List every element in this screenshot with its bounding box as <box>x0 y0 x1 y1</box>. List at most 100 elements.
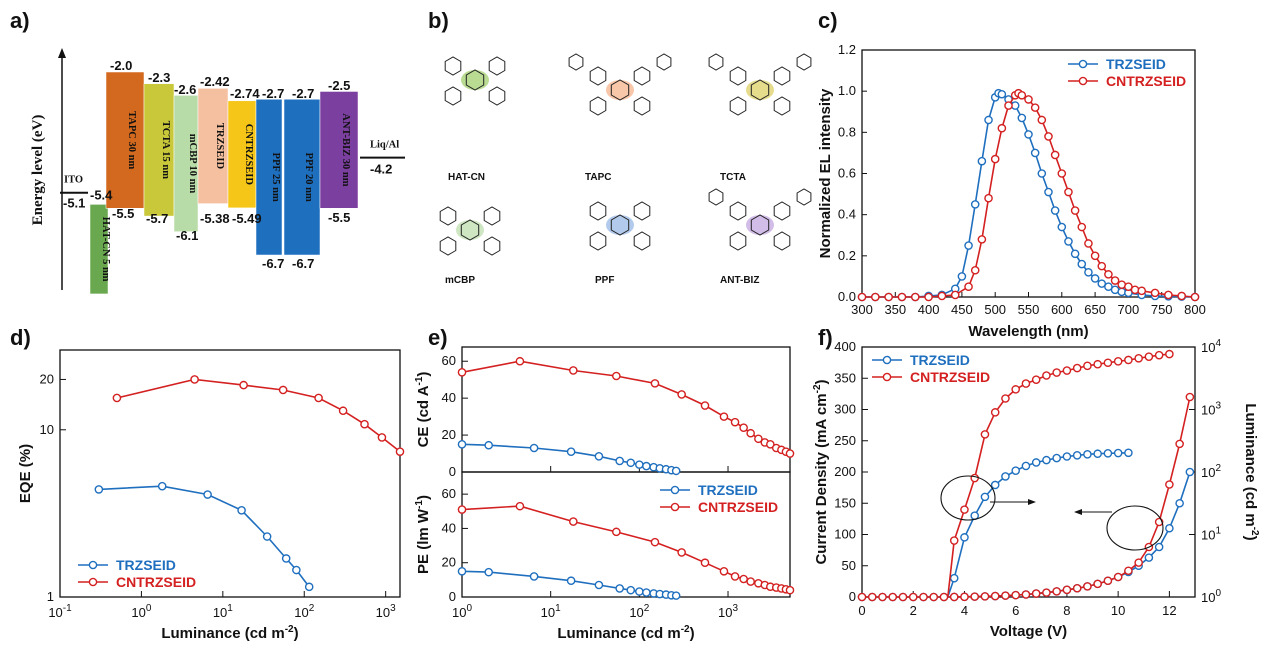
current-series-cntrzseid-point <box>1021 590 1031 599</box>
y-tick-label-top: 0 <box>449 464 456 479</box>
current-series-cntrzseid-point <box>919 592 928 602</box>
lum-series-trzseid-point <box>1072 451 1082 460</box>
energy-layer-bar <box>89 204 109 295</box>
chart-jvl: 0 2 4 6 8 10 12 0 50 100 150 200 250 300 350 400 100 101 1… <box>812 338 1260 640</box>
molecule-name: PPF <box>595 275 614 286</box>
ring <box>483 206 501 226</box>
ring <box>610 214 630 236</box>
ring <box>773 66 791 86</box>
plot-frame-top <box>461 346 791 473</box>
homo-value: -5.5 <box>328 210 350 225</box>
pe-series-cntrzseid-point <box>730 572 740 581</box>
pe-series-cntrzseid-point <box>650 537 660 547</box>
molecule-structure-icon <box>444 56 506 106</box>
series-trzseid-point <box>1070 249 1080 259</box>
legend-label: CNTRZSEID <box>910 369 990 385</box>
lum-series-cntrzseid-point <box>1124 355 1133 365</box>
pe-series-cntrzseid-point <box>746 577 755 586</box>
lum-series-cntrzseid-point <box>1011 385 1020 394</box>
series-cntrzseid-point <box>360 419 369 429</box>
x-tick-label: 2 <box>910 603 917 618</box>
y-axis-title: Normalized EL intensity <box>817 88 834 258</box>
series-cntrzseid-point <box>977 235 987 244</box>
ring <box>796 188 812 206</box>
current-series-cntrzseid-point <box>867 592 877 602</box>
series-cntrzseid-point <box>990 154 1000 164</box>
energy-layer-label: HAT-CN 5 nm <box>100 217 111 282</box>
current-series-cntrzseid-point <box>1001 591 1010 600</box>
molecule-structure-icon <box>568 53 672 116</box>
series-trzseid-point <box>1057 222 1067 232</box>
panel-label-a: a) <box>10 8 30 33</box>
y-tick-label-bottom: 20 <box>442 555 456 570</box>
pe-series-cntrzseid-point <box>700 558 710 568</box>
series-cntrzseid-point <box>924 292 933 302</box>
ce-series-trzseid-point <box>457 440 467 449</box>
lum-series-cntrzseid-point <box>990 408 1000 417</box>
series-trzseid-point <box>964 241 973 250</box>
y2-tick-label: 100 <box>1201 588 1221 605</box>
lum-series-cntrzseid-point <box>1031 375 1041 384</box>
current-series-cntrzseid-point <box>898 592 908 602</box>
series-trzseid-point <box>977 156 987 166</box>
pe-series-trzseid-point <box>671 591 681 600</box>
ring <box>568 53 584 71</box>
ce-series-cntrzseid-point <box>569 366 578 375</box>
lum-series-cntrzseid-point <box>1052 368 1061 377</box>
ce-series-cntrzseid-point <box>677 390 686 399</box>
chart-el-spectra: 300 350 400 450 500 550 600 650 700 750 800 0.0 0.2 0… <box>817 42 1206 340</box>
pe-series-cntrzseid-point <box>677 548 686 557</box>
legend-label: TRZSEID <box>910 352 970 368</box>
series-cntrzseid-point <box>239 380 248 390</box>
ring <box>796 53 812 71</box>
ce-series-cntrzseid-point <box>457 368 467 377</box>
series-cntrzseid-point <box>1124 282 1133 292</box>
energy-layer-bar <box>143 83 175 217</box>
lum-series-trzseid-point <box>1011 466 1020 475</box>
y-tick-label: 350 <box>834 370 856 385</box>
current-series-cntrzseid-point <box>1031 589 1041 598</box>
x-tick-label: 600 <box>1051 302 1073 317</box>
pe-series-cntrzseid-point <box>719 566 729 576</box>
series-trzseid-point <box>970 200 980 209</box>
lum-series-cntrzseid-point <box>1113 357 1123 366</box>
homo-value: -6.7 <box>292 256 314 271</box>
y-axis-title: Current Density (mA cm-2) <box>812 379 830 564</box>
series-trzseid-point <box>157 481 167 491</box>
energy-layer-bar <box>227 100 257 209</box>
series-cntrzseid-point <box>190 375 199 384</box>
lum-series-trzseid-point <box>1052 453 1061 463</box>
lum-series-cntrzseid-point <box>1001 394 1010 403</box>
series-trzseid-line <box>862 92 1196 298</box>
x-axis-title: Luminance (cd m-2) <box>557 624 694 642</box>
ce-series-cntrzseid-point <box>730 417 740 427</box>
ce-series-cntrzseid-point <box>746 428 755 438</box>
series-cntrzseid-point <box>964 282 973 292</box>
x-tick-label: 700 <box>1118 302 1140 317</box>
ring <box>729 66 747 86</box>
series-trzseid-point <box>1090 274 1100 283</box>
series-cntrzseid-point <box>1104 270 1113 279</box>
highlight-blob <box>746 215 774 235</box>
y-axis-title-bottom: PE (lm W-1) <box>414 495 432 574</box>
y-tick-label: 20 <box>40 371 54 386</box>
series-cntrzseid-point <box>1150 288 1160 298</box>
series-trzseid-point <box>262 532 272 541</box>
series-cntrzseid-point <box>314 393 323 403</box>
lum-series-cntrzseid-point <box>1134 353 1143 363</box>
ring <box>444 86 462 106</box>
y-tick-label-top: 20 <box>442 427 456 442</box>
pe-series-cntrzseid-point <box>785 585 795 595</box>
ce-series-trzseid-point <box>529 443 539 453</box>
energy-layer-bar <box>319 91 359 209</box>
ring <box>589 66 607 86</box>
ring <box>708 53 724 71</box>
ring <box>488 56 506 76</box>
energy-layer-label: CNTRZSEID <box>243 124 254 186</box>
lumo-value: -2.7 <box>292 86 314 101</box>
ce-series-cntrzseid-point <box>754 434 763 444</box>
x-axis-title: Luminance (cd m-2) <box>161 624 298 642</box>
current-series-cntrzseid-point <box>1062 585 1072 595</box>
x-tick-label: 12 <box>1162 603 1176 618</box>
x-tick-label: 100 <box>131 603 151 620</box>
